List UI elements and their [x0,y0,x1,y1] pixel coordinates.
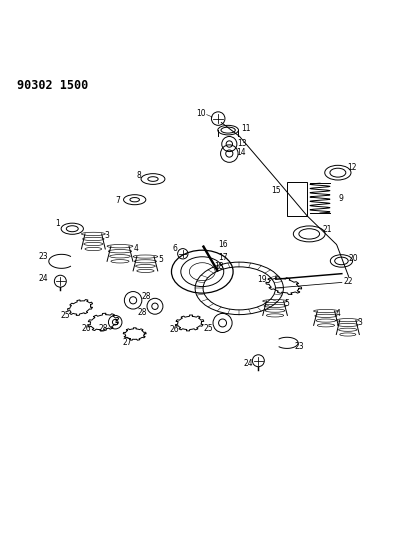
Text: 7: 7 [116,196,120,205]
Text: 23: 23 [39,253,48,262]
Text: 26: 26 [81,324,91,333]
Text: 28: 28 [99,324,108,333]
Text: 1: 1 [55,220,59,229]
Text: 9: 9 [339,195,344,204]
Text: 18: 18 [214,262,223,271]
Text: 90302 1500: 90302 1500 [17,79,88,92]
Text: 4: 4 [336,309,340,318]
Text: 25: 25 [203,324,213,333]
Text: 21: 21 [323,225,332,235]
Text: 3: 3 [358,318,363,327]
Text: 11: 11 [242,124,251,133]
Text: 8: 8 [137,171,141,180]
Text: 15: 15 [271,187,281,196]
Text: 5: 5 [158,255,163,264]
Text: 24: 24 [39,274,48,283]
Text: 25: 25 [60,311,70,319]
Text: 3: 3 [105,231,110,240]
Text: 17: 17 [219,253,228,262]
Bar [287,182,307,216]
Text: 16: 16 [219,240,228,249]
Text: 4: 4 [133,244,138,253]
Text: 24: 24 [244,359,254,368]
Text: 13: 13 [238,139,247,148]
Text: 5: 5 [284,298,289,308]
Text: 23: 23 [295,342,304,351]
Text: 6: 6 [172,244,177,253]
Text: 10: 10 [197,109,206,118]
Text: 28: 28 [142,292,151,301]
Text: 14: 14 [236,148,246,157]
Text: 19: 19 [257,275,267,284]
Text: 28: 28 [137,308,146,317]
Text: 22: 22 [343,277,353,286]
Text: 27: 27 [122,338,132,348]
Text: 26: 26 [170,325,179,334]
Text: 12: 12 [348,164,357,172]
Text: 20: 20 [349,254,359,263]
